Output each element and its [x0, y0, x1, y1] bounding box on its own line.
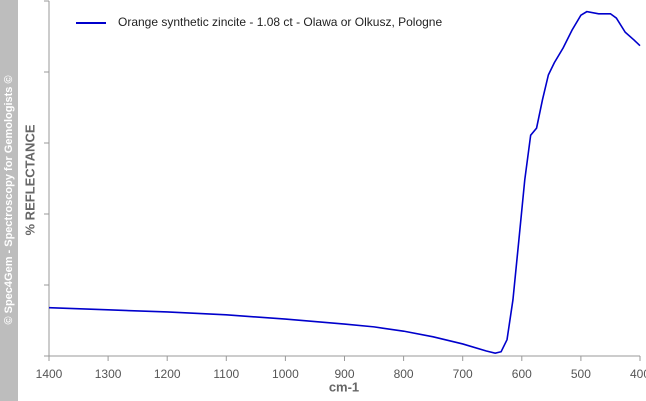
x-tick-label: 500 — [571, 367, 591, 381]
x-tick-label: 1300 — [95, 367, 122, 381]
x-tick-label: 600 — [512, 367, 532, 381]
x-axis-label: cm-1 — [329, 379, 359, 394]
watermark-strip — [0, 0, 18, 401]
data-line — [48, 10, 641, 354]
x-tick-label: 1100 — [213, 367, 239, 381]
x-tick-label: 400 — [630, 367, 646, 381]
watermark: © Spec4Gem - Spectroscopy for Gemologist… — [3, 75, 15, 324]
x-tick-label: 700 — [453, 367, 473, 381]
legend-label: Orange synthetic zincite - 1.08 ct - Ola… — [118, 15, 442, 29]
x-tick-label: 800 — [394, 367, 414, 381]
x-tick-label: 1200 — [154, 367, 181, 381]
x-tick-label: 1000 — [272, 367, 299, 381]
x-tick-label: 1400 — [36, 367, 63, 381]
y-axis-label: % REFLECTANCE — [22, 124, 37, 235]
x-tick-label: 900 — [334, 367, 354, 381]
